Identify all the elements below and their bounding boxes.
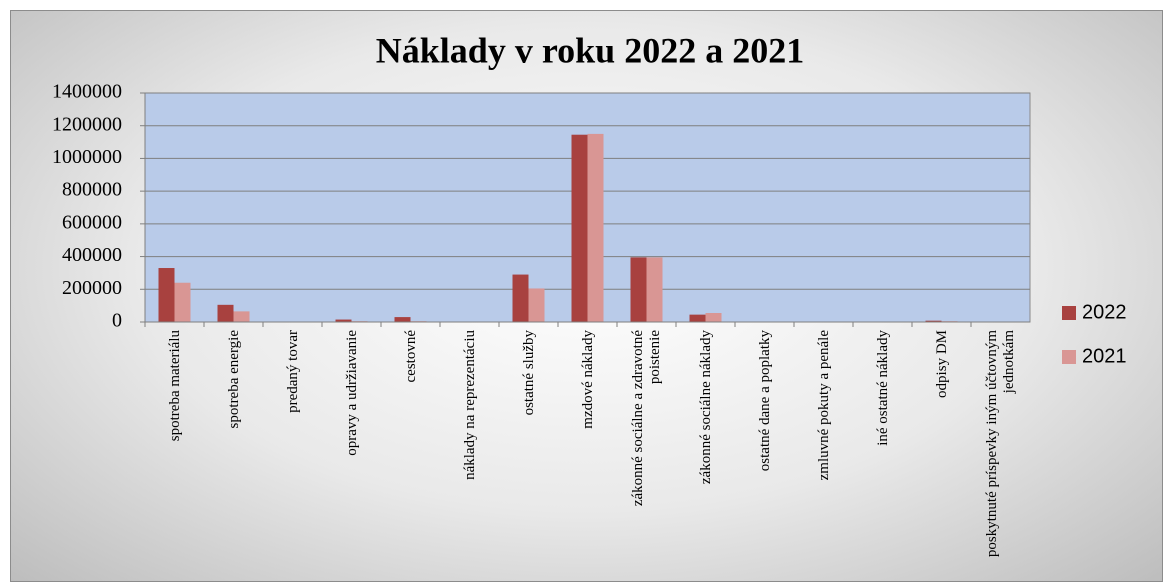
- x-tick-label: zmluvné pokuty a penále: [815, 330, 831, 481]
- bar: [689, 314, 706, 322]
- y-tick-label: 1000000: [52, 146, 122, 168]
- bar: [925, 320, 942, 322]
- x-tick-label: opravy a udržiavanie: [343, 330, 359, 456]
- y-tick-label: 800000: [62, 179, 122, 201]
- legend-label: 2022: [1082, 301, 1127, 323]
- legend-label: 2021: [1082, 345, 1127, 367]
- bar: [335, 319, 352, 322]
- bar: [158, 268, 175, 322]
- bar: [705, 313, 722, 322]
- chart-title: Náklady v roku 2022 a 2021: [376, 30, 804, 70]
- bar: [646, 257, 663, 322]
- x-tick-label: cestovné: [402, 330, 418, 383]
- x-tick-label: mzdové náklady: [579, 330, 595, 429]
- x-tick-label: spotreba energie: [225, 330, 241, 429]
- legend-swatch: [1062, 306, 1076, 320]
- bar: [394, 317, 411, 322]
- bar: [630, 257, 647, 322]
- x-tick-label: zákonné sociálne náklady: [697, 330, 713, 485]
- bar: [571, 134, 588, 322]
- bar: [512, 274, 529, 322]
- x-tick-label: iné ostatné náklady: [874, 330, 890, 446]
- x-tick-label: predaný tovar: [284, 330, 300, 413]
- x-tick-label: zákonné sociálne a zdravotné poistenie: [629, 330, 663, 507]
- y-tick-label: 0: [112, 310, 122, 332]
- x-tick-label: ostatné dane a poplatky: [756, 330, 772, 472]
- y-tick-label: 600000: [62, 211, 122, 233]
- x-tick-label: náklady na reprezentáciu: [461, 330, 477, 480]
- x-tick-label: poskytnuté príspevky iným účtovným jedno…: [983, 330, 1017, 558]
- y-tick-label: 200000: [62, 277, 122, 299]
- bar: [174, 282, 191, 322]
- bar: [233, 311, 250, 322]
- bar: [217, 304, 234, 322]
- bar: [587, 133, 604, 322]
- x-tick-label: ostatné služby: [520, 330, 536, 416]
- y-tick-label: 1200000: [52, 113, 122, 135]
- x-tick-label: spotreba materiálu: [166, 330, 182, 442]
- y-tick-label: 400000: [62, 244, 122, 266]
- x-tick-label: odpisy DM: [933, 330, 949, 398]
- y-tick-label: 1400000: [52, 81, 122, 103]
- legend-swatch: [1062, 350, 1076, 364]
- bar: [528, 288, 545, 322]
